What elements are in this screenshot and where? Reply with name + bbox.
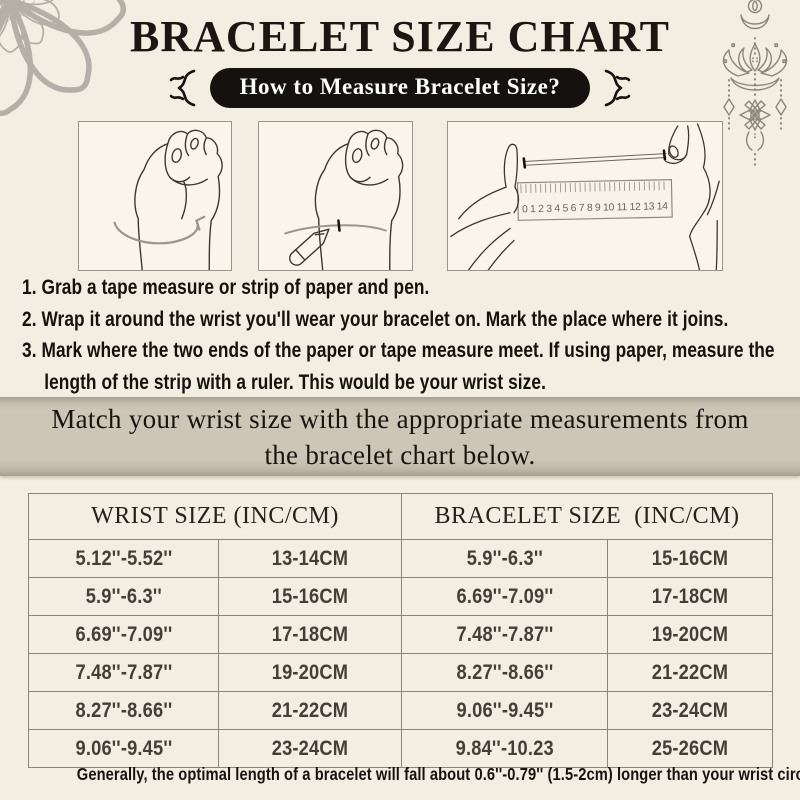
measure-steps: 1. Grab a tape measure or strip of paper… [22,272,782,398]
bracelet-inch: 7.48''-7.87'' [456,622,553,646]
bracelet-cm: 25-26CM [651,736,729,760]
wrist-cm: 19-20CM [271,660,349,684]
bracelet-cm: 17-18CM [651,584,729,608]
footnote-text: Generally, the optimal length of a brace… [76,764,800,784]
bracelet-size-header: BRACELET SIZE (INC/CM) [401,493,773,540]
ruler-numbers: 0 1 2 3 4 5 6 7 8 9 10 11 12 13 14 [522,201,668,215]
match-banner: Match your wrist size with the appropria… [0,397,800,476]
wrist-cm: 21-22CM [271,698,349,722]
table-row: 9.06''-9.45'' 23-24CM 9.84''-10.23 25-26… [28,729,773,768]
table-row: 8.27''-8.66'' 21-22CM 9.06''-9.45'' 23-2… [28,691,773,730]
bracelet-inch: 9.84''-10.23 [455,736,554,760]
match-banner-text: Match your wrist size with the appropria… [51,403,749,470]
how-to-measure-badge: How to Measure Bracelet Size? [209,68,591,108]
step-1: 1. Grab a tape measure or strip of paper… [22,276,430,299]
table-row: 6.69''-7.09'' 17-18CM 7.48''-7.87'' 19-2… [28,615,773,654]
wrist-inch: 5.9''-6.3'' [85,584,162,608]
bracelet-inch: 9.06''-9.45'' [456,698,553,722]
bracelet-inch: 5.9''-6.3'' [466,546,543,570]
table-row: 5.9''-6.3'' 15-16CM 6.69''-7.09'' 17-18C… [28,577,773,616]
table-row: 5.12''-5.52'' 13-14CM 5.9''-6.3'' 15-16C… [28,539,773,578]
size-table: WRIST SIZE (INC/CM) BRACELET SIZE (INC/C… [28,493,773,768]
wrist-inch: 7.48''-7.87'' [75,660,172,684]
wrist-inch: 8.27''-8.66'' [75,698,172,722]
step-3: 3. Mark where the two ends of the paper … [22,339,775,394]
wrist-size-header: WRIST SIZE (INC/CM) [28,493,402,540]
flourish-left-icon [169,69,195,107]
wrist-inch: 6.69''-7.09'' [75,622,172,646]
mandala-flower-ornament [0,0,204,135]
bracelet-inch: 6.69''-7.09'' [456,584,553,608]
bracelet-cm: 15-16CM [651,546,729,570]
bracelet-cm: 19-20CM [651,622,729,646]
page-title: BRACELET SIZE CHART [130,12,670,61]
badge-row: How to Measure Bracelet Size? [0,68,800,108]
wrist-inch: 9.06''-9.45'' [75,736,172,760]
wrist-inch: 5.12''-5.52'' [75,546,172,570]
illustration-ruler-measure: 0 1 2 3 4 5 6 7 8 9 10 11 12 13 14 [447,121,723,271]
size-table-header-row: WRIST SIZE (INC/CM) BRACELET SIZE (INC/C… [28,493,773,540]
wrist-cm: 13-14CM [271,546,349,570]
illustration-wrap-tape [78,121,232,271]
wrist-cm: 17-18CM [271,622,349,646]
table-row: 7.48''-7.87'' 19-20CM 8.27''-8.66'' 21-2… [28,653,773,692]
bracelet-cm: 23-24CM [651,698,729,722]
bracelet-cm: 21-22CM [651,660,729,684]
wrist-cm: 23-24CM [271,736,349,760]
bracelet-inch: 8.27''-8.66'' [456,660,553,684]
step-2: 2. Wrap it around the wrist you'll wear … [22,307,729,331]
illustration-mark-pen [258,121,413,271]
wrist-cm: 15-16CM [271,584,349,608]
footnote: Generally, the optimal length of a brace… [0,764,800,785]
flourish-right-icon [605,69,631,107]
lotus-hanging-ornament [722,0,788,167]
